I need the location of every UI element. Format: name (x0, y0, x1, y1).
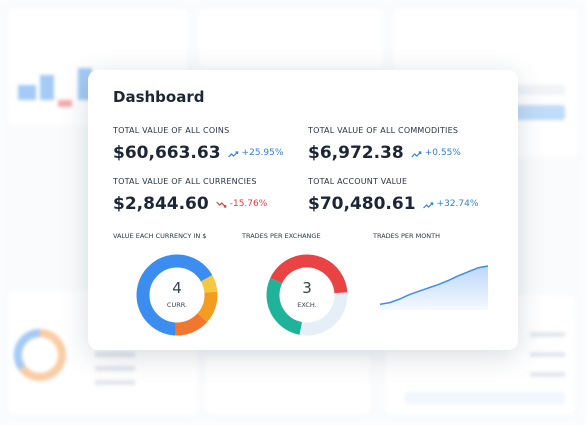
dashboard-card: Dashboard TOTAL VALUE OF ALL COINS $60,66… (88, 70, 518, 350)
area (380, 266, 488, 310)
center-value: 3 (302, 279, 312, 297)
stat-label: TOTAL ACCOUNT VALUE (307, 177, 407, 186)
chart-title: TRADES PER MONTH (372, 232, 440, 240)
stat-change: +25.95% (242, 148, 284, 158)
trend-icon (216, 201, 227, 208)
stat-label: TOTAL VALUE OF ALL COINS (112, 126, 229, 135)
stat-value: $2,844.60 (113, 194, 209, 214)
chart-title: TRADES PER EXCHANGE (241, 232, 321, 240)
line (379, 265, 489, 306)
donut-segment (136, 254, 218, 336)
donut-segment (136, 254, 218, 336)
stat-label: TOTAL VALUE OF ALL COMMODITIES (307, 126, 458, 135)
stat-change: -15.76% (230, 199, 268, 209)
trend-icon (423, 202, 434, 209)
dashboard: Dashboard TOTAL VALUE OF ALL COINS $60,66… (112, 88, 489, 336)
center-label: CURR. (167, 301, 187, 309)
center-value: 4 (172, 279, 182, 297)
stat-change: +32.74% (437, 199, 479, 209)
stat-value: $70,480.61 (308, 194, 416, 214)
stat-value: $60,663.63 (113, 143, 221, 163)
stat-label: TOTAL VALUE OF ALL CURRENCIES (112, 177, 257, 186)
stat-change: +0.55% (425, 148, 462, 158)
stat-value: $6,972.38 (308, 143, 404, 163)
trend-icon (228, 151, 239, 158)
trend-icon (411, 151, 422, 158)
center-label: EXCH. (297, 301, 316, 309)
chart-title: VALUE EACH CURRENCY IN $ (113, 232, 206, 240)
title: Dashboard (113, 88, 204, 106)
